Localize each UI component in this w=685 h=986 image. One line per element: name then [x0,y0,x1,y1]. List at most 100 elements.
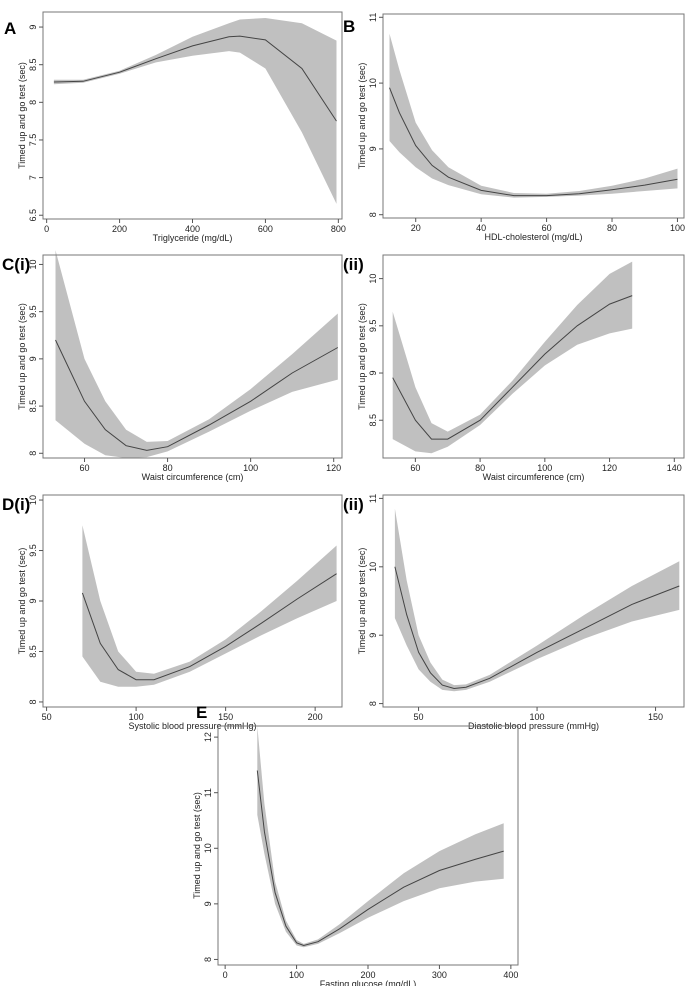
y-tick-label: 8 [28,100,38,105]
y-tick-label: 9 [28,25,38,30]
spline-line [256,770,504,947]
y-tick-label: 8.5 [28,58,38,71]
panel-ci: 60 80 100 120 8 8.5 9 9.5 10 Waist circumference … [2,250,343,482]
confidence-band [257,726,504,948]
panel-label: C(i) [2,255,30,274]
y-axis-label: Timed up and go test (sec) [17,303,27,410]
x-tick-label: 100 [289,970,304,980]
x-tick-label: 80 [475,463,485,473]
y-tick-label: 11 [368,494,378,503]
x-axis-label: Waist circumference (cm) [483,472,585,482]
x-tick-label: 50 [414,712,424,722]
panel-label: E [196,703,207,722]
x-tick-label: 200 [308,712,323,722]
x-tick-label: 80 [163,463,173,473]
y-tick-label: 8 [368,212,378,217]
x-tick-label: 200 [360,970,375,980]
y-tick-label: 10 [203,843,213,853]
plot-frame [42,254,343,459]
panel-label: (ii) [343,495,364,514]
y-tick-label: 10 [368,562,378,572]
spline-line [55,339,339,451]
x-tick-label: 140 [667,463,682,473]
x-tick-label: 120 [326,463,341,473]
y-tick-label: 8 [28,699,38,704]
panel-cii: 60 80 100 120 140 8.5 9 9.5 10 Waist circumferenc… [343,254,685,482]
y-tick-label: 8.5 [368,414,378,427]
y-tick-label: 9 [368,633,378,638]
y-tick-label: 8 [203,957,213,962]
x-tick-label: 60 [80,463,90,473]
spline-line [389,87,678,197]
plot-frame [382,494,685,708]
x-tick-label: 150 [218,712,233,722]
confidence-band [392,261,633,454]
y-tick-label: 8 [28,451,38,456]
panel-dii: 50 100 150 8 9 10 11 Diastolic blood pressure (… [343,494,685,731]
x-axis-label: Triglyceride (mg/dL) [153,233,233,243]
panel-label: B [343,17,355,36]
x-tick-label: 0 [223,970,228,980]
x-tick-label: 100 [129,712,144,722]
y-tick-label: 10 [28,495,38,505]
y-tick-label: 9 [368,371,378,376]
y-tick-label: 8.5 [28,645,38,658]
x-tick-label: 400 [185,224,200,234]
panel-e: 0 100 200 300 400 8 9 10 11 12 Fasting glucose (mg… [192,703,519,986]
x-tick-label: 600 [258,224,273,234]
x-tick-label: 200 [112,224,127,234]
y-tick-label: 9.5 [28,544,38,557]
x-tick-label: 60 [410,463,420,473]
y-tick-label: 9.5 [368,320,378,333]
y-axis-label: Timed up and go test (sec) [357,303,367,410]
x-axis-label: Diastolic blood pressure (mmHg) [468,721,599,731]
y-axis-label: Timed up and go test (sec) [357,548,367,655]
confidence-band [394,508,680,692]
x-tick-label: 60 [542,223,552,233]
x-tick-label: 100 [243,463,258,473]
x-tick-label: 400 [503,970,518,980]
x-tick-label: 150 [648,712,663,722]
y-axis-label: Timed up and go test (sec) [357,63,367,170]
y-axis-label: Timed up and go test (sec) [17,62,27,169]
x-tick-label: 100 [537,463,552,473]
y-tick-label: 11 [203,788,213,797]
y-tick-label: 12 [203,732,213,742]
x-tick-label: 80 [607,223,617,233]
confidence-band [82,525,337,687]
panel-di: 50 100 150 200 8 8.5 9 9.5 10 Systolic blood pres… [2,494,343,731]
y-tick-label: 6.5 [28,209,38,222]
spline-line [394,566,680,690]
x-tick-label: 300 [432,970,447,980]
y-tick-label: 9 [28,356,38,361]
y-tick-label: 7 [28,175,38,180]
x-tick-label: 50 [42,712,52,722]
x-axis-label: Systolic blood pressure (mmHg) [128,721,256,731]
y-tick-label: 8.5 [28,400,38,413]
y-tick-label: 8 [368,701,378,706]
spline-line [81,573,337,681]
spline-line [392,295,633,440]
y-tick-label: 9 [368,146,378,151]
y-tick-label: 9 [203,901,213,906]
panel-label: A [4,19,16,38]
plot-frame [382,13,685,219]
y-tick-label: 9.5 [28,305,38,318]
x-tick-label: 20 [411,223,421,233]
confidence-band [389,33,678,198]
x-axis-label: Fasting glucose (mg/dL) [320,979,417,986]
confidence-band [53,18,337,204]
y-tick-label: 10 [28,259,38,269]
panel-label: (ii) [343,255,364,274]
panel-b: 20 40 60 80 100 8 9 10 11 HDL-cholesterol (mg/dL)… [343,13,685,242]
y-tick-label: 10 [368,274,378,284]
x-tick-label: 800 [331,224,346,234]
x-tick-label: 100 [670,223,685,233]
confidence-band [55,250,338,458]
y-tick-label: 7.5 [28,134,38,147]
y-axis-label: Timed up and go test (sec) [192,792,202,899]
x-tick-label: 100 [530,712,545,722]
x-axis-label: Waist circumference (cm) [142,472,244,482]
panel-a: 0 200 400 600 800 6.5 7 7.5 8 8.5 9 Triglyceride (m… [4,11,346,243]
